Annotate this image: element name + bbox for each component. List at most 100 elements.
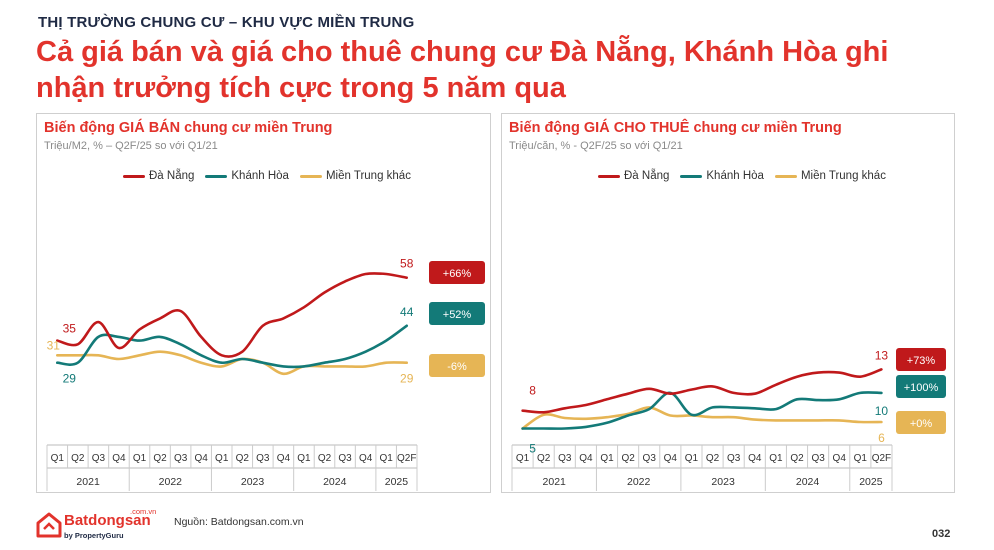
sale-chart-title: Biến động GIÁ BÁN chung cư miền Trung: [44, 120, 333, 136]
quarter-tick-label: Q3: [338, 453, 352, 464]
end-value-label: 58: [400, 257, 414, 271]
sale-chart-subtitle: Triệu/M2, % – Q2F/25 so với Q1/21: [44, 140, 218, 152]
quarter-tick-label: Q3: [558, 453, 572, 464]
legend-label: Khánh Hòa: [231, 170, 289, 182]
change-badge-khanhhoa: [429, 302, 485, 325]
x-axis: Q1 Q2 Q3 Q4 Q1 Q2 Q3 Q4 Q1 Q2 Q3 Q4 Q1 Q2 Q3 Q4 Q1 Q2F 202…: [46, 444, 418, 491]
logo-domain: .com.vn: [130, 507, 157, 516]
legend-item-other: Miền Trung khác: [774, 170, 886, 182]
series-line-danang: [56, 272, 408, 358]
page-headline: Cả giá bán và giá cho thuê chung cư Đà N…: [36, 36, 889, 104]
year-tick-label: 2025: [385, 476, 409, 488]
year-tick-label: 2023: [241, 476, 265, 488]
change-badge-danang: [429, 261, 485, 284]
change-badge-other: [896, 411, 946, 434]
rent-chart-title: Biến động GIÁ CHO THUÊ chung cư miền Tru…: [509, 120, 842, 136]
quarter-tick-label: Q3: [256, 453, 270, 464]
change-badge-label: +66%: [443, 268, 472, 280]
quarter-tick-label: Q2: [153, 453, 167, 464]
year-tick-label: 2023: [711, 476, 735, 488]
change-badge-label: -6%: [447, 361, 467, 373]
start-value-label: 5: [529, 442, 536, 456]
end-value-label: 10: [875, 404, 889, 418]
legend-item-other: Miền Trung khác: [299, 170, 411, 182]
quarter-tick-label: Q3: [174, 453, 188, 464]
quarter-tick-label: Q1: [769, 453, 783, 464]
start-value-label: 35: [63, 322, 77, 336]
change-badge-other: [429, 354, 485, 377]
change-badge-label: +0%: [910, 418, 933, 430]
quarter-tick-label: Q3: [811, 453, 825, 464]
quarter-tick-label: Q1: [297, 453, 311, 464]
change-badge-label: +52%: [443, 309, 472, 321]
quarter-tick-label: Q1: [854, 453, 868, 464]
quarter-tick-label: Q1: [133, 453, 147, 464]
quarter-tick-label: Q2F: [872, 453, 891, 464]
house-logo-icon: [36, 512, 62, 538]
batdongsan-logo: .com.vn Batdongsan by PropertyGuru: [36, 507, 166, 544]
change-badge-khanhhoa: [896, 375, 946, 398]
quarter-tick-label: Q2: [71, 453, 85, 464]
start-value-label: 8: [529, 384, 536, 398]
change-badge-label: +73%: [907, 355, 936, 367]
end-value-label: 44: [400, 305, 414, 319]
legend-item-danang: Đà Nẵng: [123, 170, 194, 182]
legend-label: Khánh Hòa: [706, 170, 764, 182]
quarter-tick-label: Q1: [685, 453, 699, 464]
quarter-tick-label: Q2: [621, 453, 635, 464]
rent-chart-legend: Đà Nẵng Khánh Hòa Miền Trung khác: [598, 170, 897, 182]
series-line-danang: [521, 368, 883, 414]
logo-wordmark: Batdongsan: [64, 512, 151, 529]
quarter-tick-label: Q4: [359, 453, 373, 464]
quarter-tick-label: Q3: [643, 453, 657, 464]
year-tick-label: 2025: [859, 476, 883, 488]
sale-price-chart: Q1 Q2 Q3 Q4 Q1 Q2 Q3 Q4 Q1 Q2 Q3 Q4 Q1 Q2 Q3 Q4 Q1 Q2F 202…: [46, 257, 485, 491]
quarter-tick-label: Q4: [664, 453, 678, 464]
legend-label: Miền Trung khác: [800, 170, 886, 182]
year-tick-label: 2021: [76, 476, 100, 488]
rent-chart-subtitle: Triệu/căn, % - Q2F/25 so với Q1/21: [509, 140, 683, 152]
quarter-tick-label: Q1: [516, 453, 530, 464]
source-note: Nguồn: Batdongsan.com.vn: [174, 516, 304, 528]
legend-item-danang: Đà Nẵng: [598, 170, 669, 182]
quarter-tick-label: Q4: [748, 453, 762, 464]
rent-price-chart: Q1 Q2 Q3 Q4 Q1 Q2 Q3 Q4 Q1 Q2 Q3 Q4 Q1 Q2 Q3 Q4 Q1 Q2F 202…: [511, 348, 946, 491]
series-line-khanhhoa: [56, 324, 408, 369]
quarter-tick-label: Q4: [579, 453, 593, 464]
quarter-tick-label: Q4: [194, 453, 208, 464]
quarter-tick-label: Q2: [236, 453, 250, 464]
quarter-tick-label: Q1: [215, 453, 229, 464]
legend-item-khanhhoa: Khánh Hòa: [205, 170, 289, 182]
quarter-tick-label: Q2: [318, 453, 332, 464]
year-tick-label: 2022: [159, 476, 183, 488]
sale-chart-legend: Đà Nẵng Khánh Hòa Miền Trung khác: [123, 170, 422, 182]
end-value-label: 29: [400, 372, 414, 386]
quarter-tick-label: Q3: [727, 453, 741, 464]
legend-item-khanhhoa: Khánh Hòa: [680, 170, 764, 182]
quarter-tick-label: Q1: [379, 453, 393, 464]
quarter-tick-label: Q4: [277, 453, 291, 464]
quarter-tick-label: Q2: [706, 453, 720, 464]
quarter-tick-label: Q3: [92, 453, 106, 464]
section-kicker: THỊ TRƯỜNG CHUNG CƯ – KHU VỰC MIỀN TRUNG: [38, 14, 415, 31]
legend-label: Đà Nẵng: [149, 170, 195, 182]
end-value-label: 6: [878, 431, 885, 445]
series-line-khanhhoa: [521, 391, 883, 430]
quarter-tick-label: Q4: [833, 453, 847, 464]
quarter-tick-label: Q1: [51, 453, 65, 464]
legend-label: Miền Trung khác: [325, 170, 411, 182]
quarter-tick-label: Q1: [600, 453, 614, 464]
page-number: 032: [932, 528, 951, 540]
change-badge-danang: [896, 348, 946, 371]
year-tick-label: 2024: [796, 476, 820, 488]
series-line-other: [521, 406, 883, 430]
legend-label: Đà Nẵng: [624, 170, 670, 182]
rent-price-chart-panel: Q1 Q2 Q3 Q4 Q1 Q2 Q3 Q4 Q1 Q2 Q3 Q4 Q1 Q2 Q3 Q4 Q1 Q2F 202…: [501, 113, 955, 493]
quarter-tick-label: Q4: [112, 453, 126, 464]
x-axis: Q1 Q2 Q3 Q4 Q1 Q2 Q3 Q4 Q1 Q2 Q3 Q4 Q1 Q2 Q3 Q4 Q1 Q2F 202…: [511, 444, 893, 491]
series-line-other: [56, 350, 408, 376]
quarter-tick-label: Q2F: [397, 453, 416, 464]
year-tick-label: 2024: [323, 476, 347, 488]
sale-price-chart-panel: Q1 Q2 Q3 Q4 Q1 Q2 Q3 Q4 Q1 Q2 Q3 Q4 Q1 Q2 Q3 Q4 Q1 Q2F 202…: [36, 113, 491, 493]
year-tick-label: 2021: [543, 476, 567, 488]
